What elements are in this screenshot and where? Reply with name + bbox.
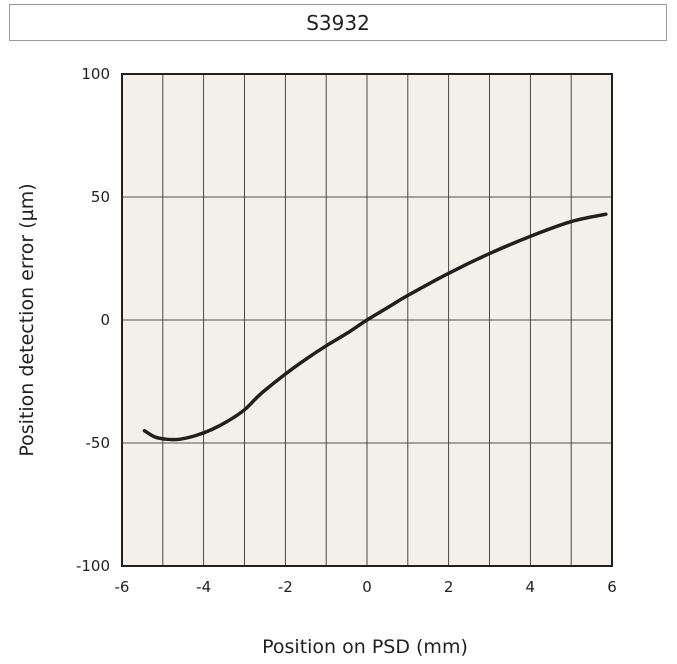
y-axis-label: Position detection error (µm) <box>16 183 38 456</box>
y-tick-label: 0 <box>100 311 110 329</box>
y-tick-label: 50 <box>91 188 110 206</box>
x-tick-label: 4 <box>526 578 536 596</box>
x-tick-label: -2 <box>278 578 293 596</box>
x-tick-label: -6 <box>115 578 130 596</box>
x-tick-label: 0 <box>362 578 372 596</box>
x-tick-label: -4 <box>196 578 211 596</box>
y-tick-label: -100 <box>76 557 110 575</box>
x-tick-labels: -6 -4 -2 0 2 4 6 <box>115 578 617 596</box>
y-tick-label: -50 <box>86 434 111 452</box>
y-tick-label: 100 <box>81 65 110 83</box>
x-tick-label: 6 <box>607 578 617 596</box>
x-axis-label: Position on PSD (mm) <box>262 636 468 658</box>
y-tick-labels: 100 50 0 -50 -100 <box>76 65 110 575</box>
x-tick-label: 2 <box>444 578 454 596</box>
